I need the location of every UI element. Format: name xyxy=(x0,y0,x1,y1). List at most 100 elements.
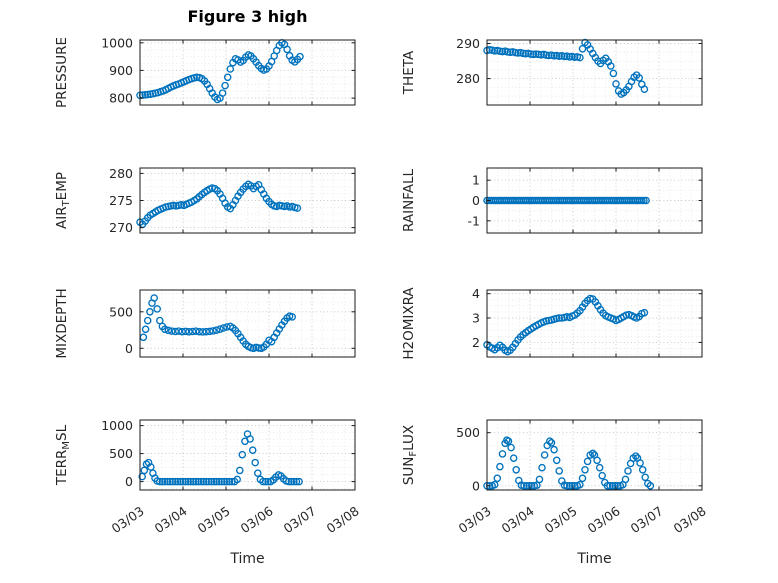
data-point xyxy=(504,437,513,445)
y-axis-label: THETA xyxy=(401,50,417,95)
data-point xyxy=(613,482,622,490)
data-point xyxy=(205,327,214,336)
axis-box xyxy=(139,289,356,358)
x-tick-label: 03/05 xyxy=(542,503,580,536)
figure-title: Figure 3 high xyxy=(187,7,308,26)
scatter-series xyxy=(136,39,304,104)
data-point xyxy=(254,469,262,477)
tick-marks xyxy=(486,40,703,105)
y-tick-label: 500 xyxy=(109,446,133,461)
data-point xyxy=(261,477,270,486)
data-point xyxy=(519,49,527,58)
data-point xyxy=(139,333,148,342)
data-point xyxy=(598,471,606,480)
data-point xyxy=(166,477,174,486)
data-point xyxy=(581,466,589,474)
data-point xyxy=(295,477,303,486)
scatter-series xyxy=(138,430,303,486)
data-point xyxy=(178,327,186,336)
grid xyxy=(140,168,355,233)
data-point xyxy=(171,477,180,486)
y-tick-label: 0 xyxy=(472,478,480,493)
data-point xyxy=(185,328,193,336)
axis-box xyxy=(486,289,703,358)
scatter-series xyxy=(483,38,649,98)
data-point xyxy=(143,90,152,99)
grid xyxy=(487,290,702,357)
data-point xyxy=(576,53,584,62)
data-point xyxy=(546,437,554,445)
data-point xyxy=(158,477,167,486)
x-tick-label: 03/08 xyxy=(324,503,362,536)
y-axis-label: SUNFLUX xyxy=(401,425,419,485)
data-point xyxy=(642,196,650,205)
data-point xyxy=(520,482,528,490)
data-point xyxy=(560,52,569,61)
data-point xyxy=(238,450,247,459)
data-point xyxy=(621,475,630,484)
data-point xyxy=(143,316,152,325)
data-point xyxy=(220,477,229,486)
data-point xyxy=(509,454,518,462)
data-point xyxy=(233,475,241,484)
x-axis-title-left: Time xyxy=(230,551,265,567)
data-point xyxy=(522,482,531,490)
plot-airtemp: 270 275 280 AIRTEMP xyxy=(54,166,356,235)
plot-rainfall: -1 0 1 RAINFALL xyxy=(401,167,703,234)
data-point xyxy=(168,327,176,335)
data-point xyxy=(565,482,574,490)
x-tick-label: 03/03 xyxy=(109,503,147,536)
data-point xyxy=(570,482,579,490)
y-tick-label: 800 xyxy=(109,91,133,106)
plot-pressure: 800 900 1000 PRESSURE xyxy=(54,35,356,108)
x-tick-label: 03/06 xyxy=(585,503,623,536)
scatter-series xyxy=(139,294,296,353)
y-tick-label: 1 xyxy=(472,173,480,188)
data-point xyxy=(283,45,291,54)
y-tick-label: 3 xyxy=(472,311,480,326)
scatter-series xyxy=(136,180,302,229)
data-point xyxy=(635,74,643,82)
data-point xyxy=(583,457,592,466)
y-tick-label: 275 xyxy=(109,193,133,208)
plot-terr-msl: 0 500 1000 03/03 03/04 03/05 03/06 03/07 03/08 TE… xyxy=(54,418,362,536)
data-point xyxy=(161,477,169,486)
data-point xyxy=(532,50,540,58)
data-point xyxy=(216,325,224,333)
data-point xyxy=(189,477,198,486)
tick-marks xyxy=(139,168,356,233)
data-point xyxy=(535,475,544,484)
data-point xyxy=(202,327,210,336)
y-tick-label: -1 xyxy=(468,213,480,228)
data-point xyxy=(197,477,205,486)
data-point xyxy=(636,459,644,467)
data-point xyxy=(209,327,217,335)
x-tick-label: 03/08 xyxy=(671,503,709,536)
data-point xyxy=(640,196,648,205)
data-point xyxy=(570,53,579,61)
data-point xyxy=(150,294,158,302)
data-point xyxy=(212,326,221,334)
data-point xyxy=(640,308,649,317)
data-point xyxy=(259,477,267,486)
tick-marks xyxy=(486,290,703,357)
data-point xyxy=(632,452,640,460)
y-axis-label: H2OMIXRA xyxy=(401,287,417,360)
y-tick-label: 280 xyxy=(456,71,480,86)
y-tick-label: 500 xyxy=(109,304,133,319)
axis-box xyxy=(486,419,703,491)
data-point xyxy=(550,445,558,454)
data-point xyxy=(236,466,244,475)
data-point xyxy=(527,482,536,490)
data-point xyxy=(199,477,208,486)
data-point xyxy=(217,477,226,486)
data-point xyxy=(624,467,632,475)
data-point xyxy=(285,477,293,486)
y-tick-label: 290 xyxy=(456,36,480,51)
data-point xyxy=(184,477,192,486)
data-point xyxy=(640,85,649,93)
y-tick-label: 900 xyxy=(109,63,133,78)
data-point xyxy=(186,477,195,486)
y-tick-label: 280 xyxy=(109,166,133,181)
